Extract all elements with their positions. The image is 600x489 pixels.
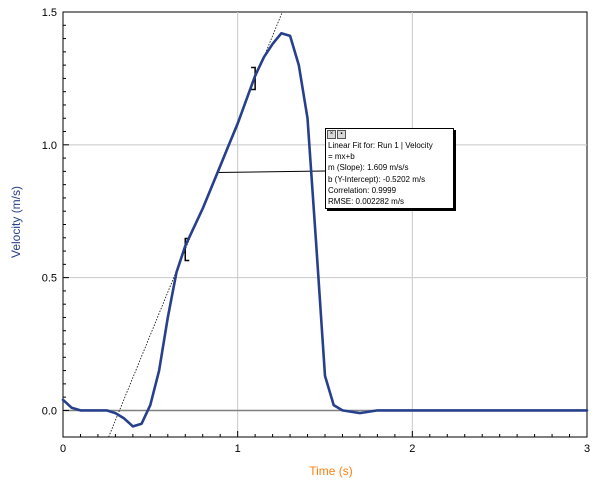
fit-rmse: RMSE: 0.002282 m/s	[328, 197, 405, 207]
y-tick-label: 1.0	[42, 140, 57, 152]
y-tick-label: 0.0	[42, 405, 57, 417]
close-icon[interactable]: ×	[327, 130, 336, 139]
fit-correlation: Correlation: 0.9999	[328, 185, 397, 195]
series-layer	[61, 31, 589, 428]
fit-slope: m (Slope): 1.609 m/s/s	[328, 163, 409, 173]
fit-intercept: b (Y-Intercept): -0.5202 m/s	[328, 174, 426, 184]
y-axis-label: Velocity (m/s)	[9, 186, 23, 258]
x-tick-label: 0	[60, 443, 66, 455]
fit-equation: = mx+b	[328, 152, 355, 162]
y-tick-label: 1.5	[42, 7, 57, 19]
fit-header: Linear Fit for: Run 1 | Velocity	[328, 141, 433, 150]
tick-layer: 0 1 2 3 0.0 0.5 1.0 1.5	[42, 7, 590, 455]
options-icon[interactable]: ▪	[337, 130, 346, 139]
x-tick-label: 2	[409, 443, 415, 455]
velocity-series-line	[61, 31, 589, 428]
fit-box-controls: × ▪	[327, 130, 347, 139]
y-tick-label: 0.5	[42, 273, 57, 285]
fit-leader-line	[216, 170, 326, 174]
x-axis-label: Time (s)	[309, 464, 353, 478]
linear-fit-info-box[interactable]: × ▪ Linear Fit for: Run 1 | Velocity = mx…	[325, 128, 454, 209]
x-tick-label: 3	[584, 443, 590, 455]
x-tick-label: 1	[235, 443, 241, 455]
